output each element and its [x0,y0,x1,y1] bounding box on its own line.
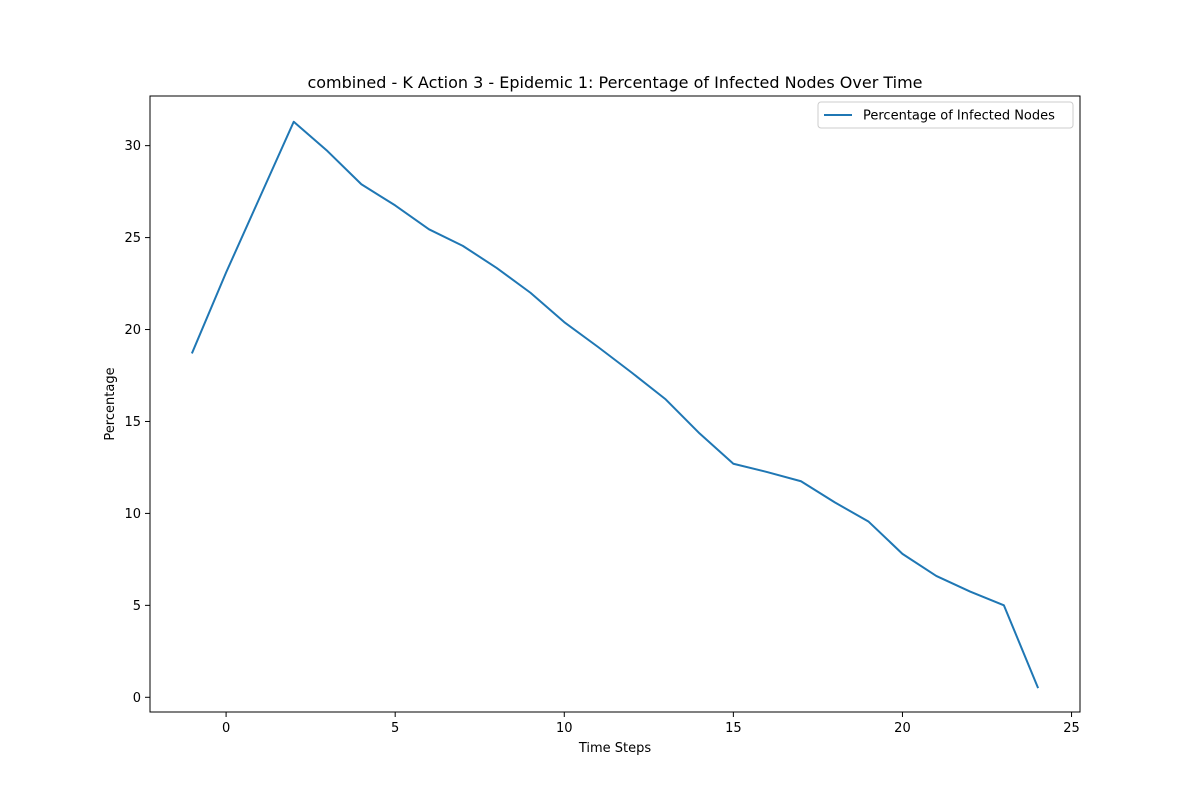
series-layer [190,120,1040,689]
legend-entry: Percentage of Infected Nodes [863,109,1055,124]
x-axis: 0 5 10 15 20 25 [222,712,1080,736]
y-axis-label: Percentage [103,367,118,440]
legend: Percentage of Infected Nodes [817,101,1074,129]
legend-box [817,101,1074,129]
x-tick-label: 25 [1063,721,1080,736]
x-axis-label: Time Steps [578,741,652,756]
y-tick-label: 25 [124,231,141,246]
y-tick-label: 15 [124,415,141,430]
y-tick-label: 5 [133,599,141,614]
series-line [190,120,1040,689]
x-tick-label: 0 [222,721,230,736]
chart-title: combined - K Action 3 - Epidemic 1: Perc… [307,73,922,92]
plot-background [150,96,1080,712]
x-tick-label: 10 [556,721,573,736]
y-tick-label: 20 [124,323,141,338]
plot-frame [149,95,1081,713]
y-tick-label: 30 [124,139,141,154]
x-tick-label: 15 [725,721,742,736]
y-tick-label: 10 [124,507,141,522]
plot-area [150,96,1080,712]
y-tick-label: 0 [133,691,141,706]
x-tick-label: 20 [894,721,911,736]
y-axis: 0 5 10 15 20 25 30 [124,139,150,706]
x-tick-label: 5 [391,721,399,736]
